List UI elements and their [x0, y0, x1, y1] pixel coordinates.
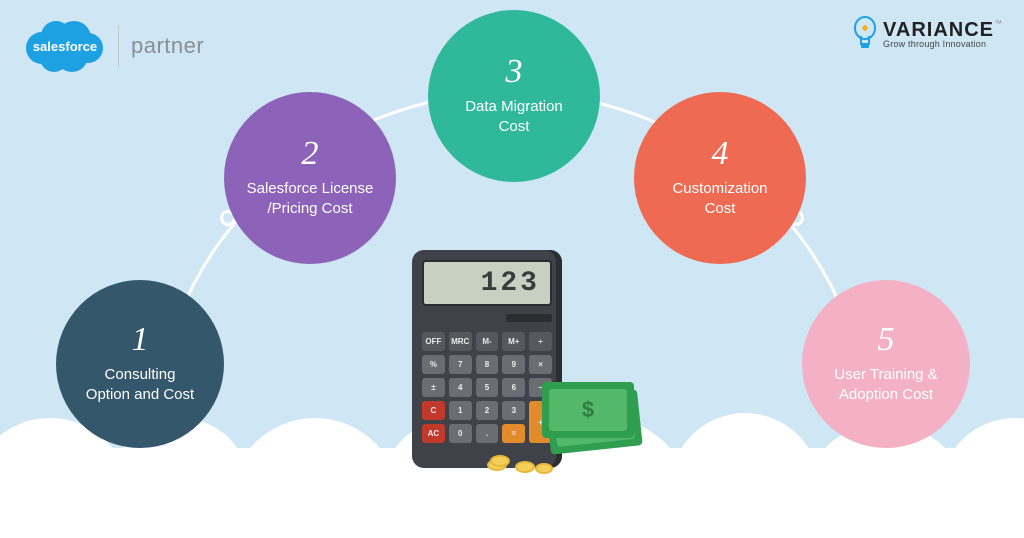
- calc-key: 0: [449, 424, 472, 443]
- node-label: Data Migration Cost: [465, 97, 563, 138]
- node-number: 2: [302, 137, 319, 171]
- calc-key: OFF: [422, 332, 445, 351]
- salesforce-wordmark: salesforce: [33, 39, 97, 54]
- node-number: 3: [506, 55, 523, 89]
- calc-key: 2: [476, 401, 499, 420]
- node-label: Consulting Option and Cost: [86, 365, 194, 406]
- calc-key: 3: [502, 401, 525, 420]
- calc-key: 6: [502, 378, 525, 397]
- calculator: 123 OFFMRCM-M+÷%789×±456−C123+AC0.=: [412, 250, 562, 468]
- cash-bills: $: [542, 382, 638, 452]
- node-label: User Training & Adoption Cost: [834, 365, 937, 406]
- calculator-keypad: OFFMRCM-M+÷%789×±456−C123+AC0.=: [422, 332, 552, 443]
- calc-key: AC: [422, 424, 445, 443]
- node-customization: 4 Customization Cost: [634, 92, 806, 264]
- calculator-solar-panel: [506, 314, 552, 322]
- calc-key: MRC: [449, 332, 472, 351]
- calc-key: 9: [502, 355, 525, 374]
- node-label: Salesforce License /Pricing Cost: [247, 179, 374, 220]
- calc-key: ÷: [529, 332, 552, 351]
- calc-key: =: [502, 424, 525, 443]
- lightbulb-icon: [853, 14, 877, 54]
- calc-key: 7: [449, 355, 472, 374]
- variance-tagline: Grow through Innovation: [883, 40, 1002, 49]
- calc-key: ±: [422, 378, 445, 397]
- salesforce-partner-logo: salesforce partner: [24, 18, 204, 74]
- dollar-sign: $: [582, 397, 594, 423]
- node-number: 4: [712, 137, 729, 171]
- calc-key: M-: [476, 332, 499, 351]
- logo-separator: [118, 25, 119, 67]
- node-number: 1: [132, 323, 149, 357]
- infographic-canvas: salesforce partner VARIANCE™ Grow throug…: [0, 0, 1024, 538]
- salesforce-cloud-icon: salesforce: [24, 18, 106, 74]
- node-training: 5 User Training & Adoption Cost: [802, 280, 970, 448]
- calc-key: M+: [502, 332, 525, 351]
- node-migration: 3 Data Migration Cost: [428, 10, 600, 182]
- node-license: 2 Salesforce License /Pricing Cost: [224, 92, 396, 264]
- calc-key: ×: [529, 355, 552, 374]
- node-label: Customization Cost: [672, 179, 767, 220]
- calc-key: %: [422, 355, 445, 374]
- variance-title: VARIANCE: [883, 19, 994, 41]
- node-number: 5: [878, 323, 895, 357]
- coins: [487, 445, 557, 475]
- calc-key: .: [476, 424, 499, 443]
- node-consulting: 1 Consulting Option and Cost: [56, 280, 224, 448]
- calc-key: C: [422, 401, 445, 420]
- calculator-screen: 123: [422, 260, 552, 306]
- partner-label: partner: [131, 33, 204, 59]
- calc-key: 1: [449, 401, 472, 420]
- center-graphic: 123 OFFMRCM-M+÷%789×±456−C123+AC0.= $: [382, 250, 642, 500]
- variance-logo: VARIANCE™ Grow through Innovation: [853, 14, 1002, 54]
- calc-key: 5: [476, 378, 499, 397]
- calc-key: 4: [449, 378, 472, 397]
- calc-key: 8: [476, 355, 499, 374]
